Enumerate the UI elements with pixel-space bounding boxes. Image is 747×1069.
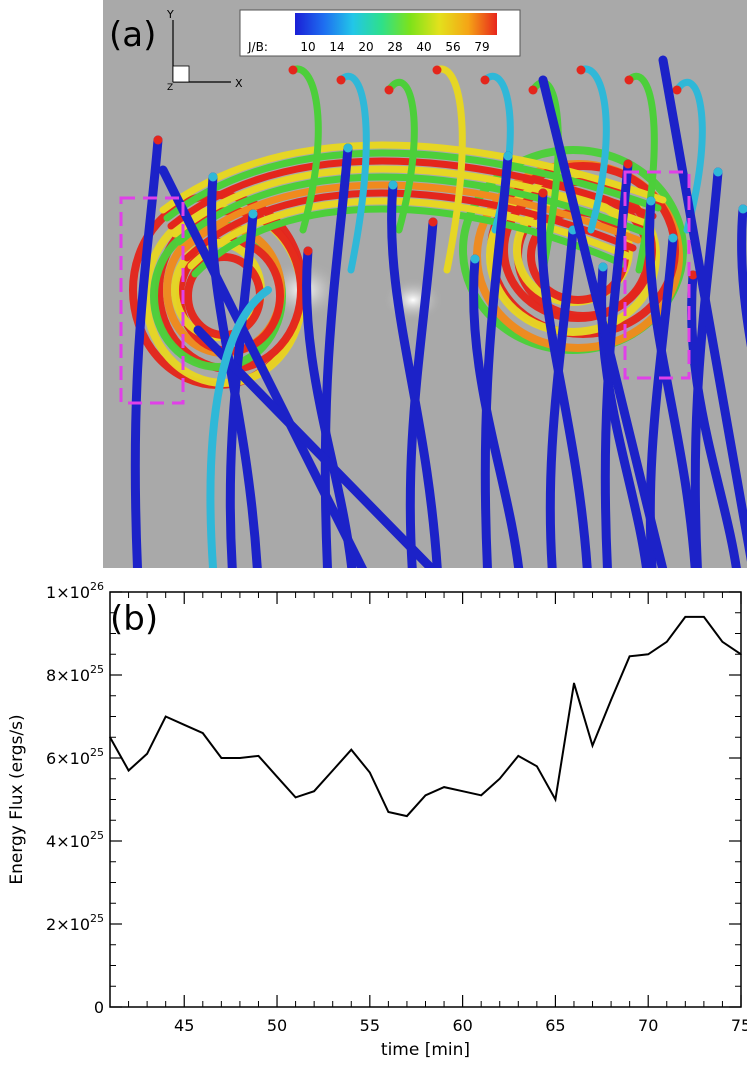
- triad-y-label: Y: [166, 8, 174, 21]
- x-tick-label-50: 50: [267, 1016, 287, 1035]
- strand-tip-1: [337, 76, 346, 85]
- x-axis-ticks: 45 50 55 60 65 70 75: [110, 592, 747, 1035]
- data-point-57: [406, 815, 408, 817]
- colorbar-gradient: [295, 13, 497, 35]
- data-point-49: [258, 755, 260, 757]
- x-tick-label-60: 60: [452, 1016, 472, 1035]
- x-axis-label: time [min]: [381, 1040, 470, 1060]
- data-point-73: [703, 616, 705, 618]
- data-point-51: [295, 797, 297, 799]
- vertical-fieldline-tip-8: [504, 152, 513, 161]
- vertical-fieldline-tip-14: [669, 234, 678, 243]
- x-tick-label-55: 55: [360, 1016, 380, 1035]
- data-point-53: [332, 770, 334, 772]
- vertical-fieldline-tip-11: [599, 263, 608, 272]
- strand-tip-5: [529, 86, 538, 95]
- data-point-45: [183, 724, 185, 726]
- data-point-71: [666, 641, 668, 643]
- panel-b-chart: 0 2×1025 4×1025 6×1025 8×1025 1×1026 45 50 55 60…: [0, 570, 747, 1065]
- data-point-46: [202, 732, 204, 734]
- vertical-fieldline-tip-3: [304, 247, 313, 256]
- vertical-fieldline-tip-12: [624, 160, 633, 169]
- series-vertices: [109, 616, 742, 817]
- vertical-fieldline-tip-2: [249, 210, 258, 219]
- strand-tip-0: [289, 66, 298, 75]
- data-point-62: [499, 778, 501, 780]
- colorbar-tick-40: 40: [416, 40, 431, 54]
- data-point-70: [647, 653, 649, 655]
- data-point-61: [480, 795, 482, 797]
- fieldline-render: J/B: 10 14 20 28 40 56 79 Y X Z (a): [103, 0, 747, 568]
- y-axis-ticks: 0 2×1025 4×1025 6×1025 8×1025 1×1026: [46, 580, 741, 1017]
- x-tick-label-70: 70: [638, 1016, 658, 1035]
- data-point-64: [536, 766, 538, 768]
- colorbar-tick-10: 10: [300, 40, 315, 54]
- y-tick-label-4: 8×1025: [46, 663, 104, 685]
- colorbar-tick-28: 28: [387, 40, 402, 54]
- data-point-72: [685, 616, 687, 618]
- vertical-fieldline-tip-13: [647, 197, 656, 206]
- y-tick-label-1: 2×1025: [46, 912, 104, 934]
- triad-z-box: [173, 66, 189, 82]
- y-axis-label: Energy Flux (ergs/s): [7, 714, 27, 884]
- y-tick-label-0: 0: [94, 998, 104, 1017]
- x-tick-label-65: 65: [545, 1016, 565, 1035]
- colorbar-tick-14: 14: [329, 40, 344, 54]
- strand-tip-6: [577, 66, 586, 75]
- triad-x-label: X: [235, 77, 243, 90]
- vertical-fieldline-tip-9: [539, 189, 548, 198]
- data-point-50: [276, 776, 278, 778]
- x-tick-label-75: 75: [731, 1016, 747, 1035]
- data-point-67: [592, 745, 594, 747]
- strand-tip-7: [625, 76, 634, 85]
- data-point-63: [517, 755, 519, 757]
- colorbar: J/B: 10 14 20 28 40 56 79: [240, 10, 520, 56]
- colorbar-tick-79: 79: [474, 40, 489, 54]
- data-point-41: [109, 736, 111, 738]
- vertical-fieldline-tip-4: [344, 144, 353, 153]
- y-tick-label-5: 1×1026: [46, 580, 104, 602]
- data-point-47: [221, 757, 223, 759]
- data-point-66: [573, 683, 575, 685]
- colorbar-title: J/B:: [247, 40, 268, 54]
- data-point-59: [443, 786, 445, 788]
- y-tick-label-3: 6×1025: [46, 746, 104, 768]
- strand-tip-8: [673, 86, 682, 95]
- data-point-44: [165, 716, 167, 718]
- data-point-74: [722, 641, 724, 643]
- data-point-68: [610, 699, 612, 701]
- x-tick-label-45: 45: [174, 1016, 194, 1035]
- panel-b-label: (b): [110, 599, 158, 639]
- data-point-65: [555, 799, 557, 801]
- data-point-60: [462, 790, 464, 792]
- data-point-43: [146, 753, 148, 755]
- vertical-fieldline-tip-5: [389, 181, 398, 190]
- vertical-fieldline-tip-1: [209, 173, 218, 182]
- data-point-54: [350, 749, 352, 751]
- data-point-56: [388, 811, 390, 813]
- colorbar-tick-20: 20: [358, 40, 373, 54]
- data-point-69: [629, 656, 631, 658]
- energy-flux-chart: 0 2×1025 4×1025 6×1025 8×1025 1×1026 45 50 55 60…: [0, 570, 747, 1065]
- series-line-energy-flux: [110, 617, 741, 816]
- strand-tip-3: [433, 66, 442, 75]
- vertical-fieldline-tip-16: [714, 168, 723, 177]
- data-point-42: [128, 770, 130, 772]
- vertical-fieldline-tip-6: [429, 218, 438, 227]
- data-point-75: [740, 653, 742, 655]
- vertical-fieldline-tip-0: [154, 136, 163, 145]
- y-tick-label-2: 4×1025: [46, 829, 104, 851]
- strand-tip-4: [481, 76, 490, 85]
- data-point-52: [313, 790, 315, 792]
- colorbar-tick-56: 56: [445, 40, 460, 54]
- panel-a-fieldlines: J/B: 10 14 20 28 40 56 79 Y X Z (a): [103, 0, 747, 568]
- data-point-58: [425, 795, 427, 797]
- panel-a-label: (a): [109, 15, 156, 55]
- strand-tip-2: [385, 86, 394, 95]
- triad-z-label: Z: [167, 83, 173, 93]
- vertical-fieldline-tip-7: [471, 255, 480, 264]
- data-point-55: [369, 772, 371, 774]
- data-point-48: [239, 757, 241, 759]
